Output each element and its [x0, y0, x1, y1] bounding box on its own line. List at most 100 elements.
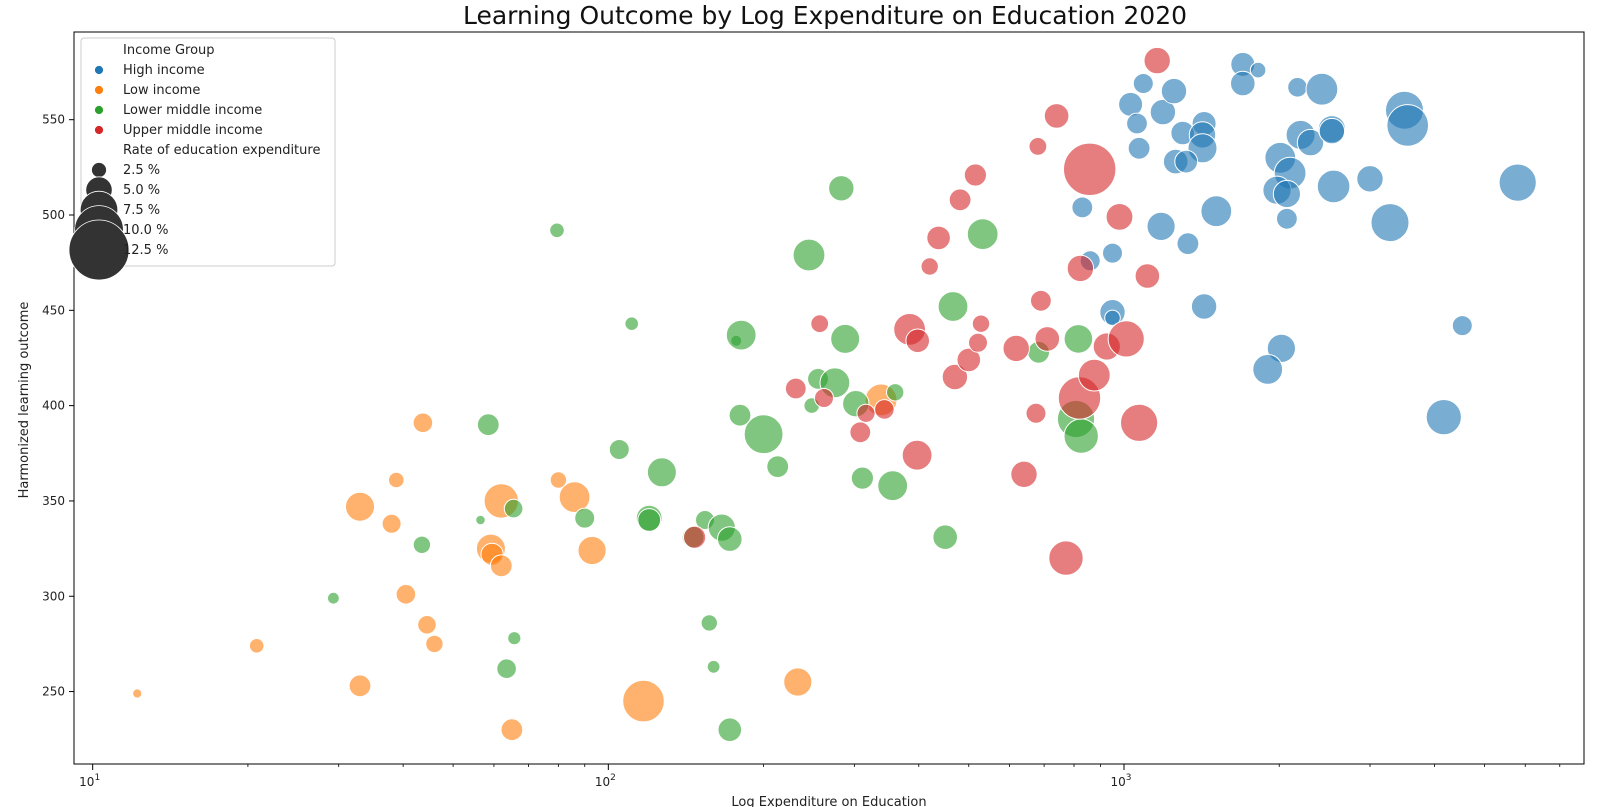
data-point — [395, 584, 417, 605]
legend-size-marker — [68, 219, 130, 281]
legend-frame — [80, 37, 336, 267]
data-point — [622, 679, 665, 723]
data-point — [1107, 320, 1145, 358]
data-point — [507, 631, 522, 646]
data-point — [1063, 418, 1099, 454]
data-point — [1316, 169, 1351, 204]
data-point — [905, 328, 931, 354]
data-point — [1010, 460, 1038, 488]
data-point — [1252, 354, 1284, 385]
data-point — [1063, 324, 1094, 354]
data-point — [1451, 315, 1473, 337]
data-point — [728, 403, 752, 427]
data-point — [248, 638, 265, 654]
data-point — [1305, 72, 1339, 106]
data-point — [717, 717, 743, 743]
data-point — [1149, 98, 1177, 126]
data-point — [132, 688, 143, 699]
data-point — [1030, 289, 1052, 312]
data-point — [937, 291, 969, 322]
legend-swatch — [94, 125, 104, 135]
data-point — [1048, 540, 1084, 576]
data-point — [1002, 334, 1030, 363]
y-axis-label: Harmonized learning outcome — [17, 302, 32, 499]
data-point — [1356, 165, 1384, 193]
data-point — [1318, 117, 1346, 145]
data-point — [475, 514, 486, 526]
data-point — [784, 377, 807, 400]
data-point — [877, 470, 909, 502]
legend-swatch — [94, 65, 104, 75]
data-point — [1174, 149, 1199, 174]
data-point — [1370, 203, 1410, 243]
data-point — [706, 659, 721, 674]
data-point — [1249, 61, 1267, 79]
data-point — [500, 718, 524, 742]
data-point — [1272, 179, 1302, 209]
legend-size-label: 5.0 % — [123, 183, 160, 198]
data-point — [1296, 128, 1325, 157]
data-point — [558, 481, 591, 514]
data-point — [476, 413, 500, 437]
series-high-income — [1071, 51, 1537, 436]
data-point — [963, 163, 988, 187]
data-point — [920, 257, 939, 276]
data-point — [1230, 70, 1256, 97]
legend-hue-title: Income Group — [123, 43, 215, 58]
data-point — [926, 225, 951, 251]
data-point — [1063, 142, 1117, 197]
data-point — [856, 403, 876, 423]
data-point — [327, 591, 340, 605]
data-point — [412, 412, 434, 434]
chart-title: Learning Outcome by Log Expenditure on E… — [463, 1, 1187, 30]
legend-size-label: 7.5 % — [123, 203, 160, 218]
legend-swatch — [94, 85, 104, 95]
y-tick-label: 250 — [42, 685, 65, 699]
legend-swatch — [94, 105, 104, 115]
data-point — [725, 319, 757, 351]
data-point — [966, 218, 999, 251]
legend: Income Group High income Low income Lower m… — [68, 37, 336, 281]
data-point — [549, 471, 568, 489]
data-point — [1176, 232, 1200, 256]
data-point — [412, 535, 432, 554]
data-point — [1132, 73, 1154, 94]
axes-layer: 250 300 350 400 450 500 550 101 102 103 — [42, 113, 1561, 789]
plot-area-frame — [73, 31, 1585, 765]
x-tick-label: 103 — [1110, 773, 1131, 789]
y-tick-label: 350 — [42, 494, 65, 508]
data-point — [971, 314, 991, 333]
data-point — [766, 455, 790, 479]
data-point — [503, 498, 524, 519]
data-point — [941, 363, 969, 391]
legend-size-label: 12.5 % — [123, 243, 168, 258]
series-upper-middle-income — [683, 46, 1171, 576]
data-point — [1105, 203, 1134, 231]
data-point — [1200, 195, 1233, 228]
data-point — [700, 614, 718, 632]
data-point — [901, 439, 933, 471]
points-layer — [132, 46, 1537, 743]
data-point — [1102, 242, 1123, 264]
data-point — [1276, 207, 1298, 230]
data-point — [1025, 402, 1047, 424]
data-point — [1134, 263, 1161, 289]
data-point — [1034, 326, 1061, 352]
series-lower-middle-income — [327, 175, 1099, 743]
data-point — [348, 674, 372, 698]
data-point — [608, 439, 630, 460]
y-tick-label: 500 — [42, 208, 65, 222]
data-point — [1498, 163, 1537, 202]
data-point — [1287, 77, 1308, 98]
data-point — [1190, 293, 1218, 320]
data-point — [574, 507, 596, 529]
y-tick-label: 400 — [42, 399, 65, 413]
data-point — [1143, 46, 1171, 75]
x-tick-label: 101 — [79, 773, 100, 789]
data-point — [874, 399, 895, 420]
legend-entry-label: High income — [123, 63, 205, 78]
data-point — [388, 471, 405, 489]
data-point — [850, 466, 875, 490]
data-point — [1066, 254, 1095, 283]
